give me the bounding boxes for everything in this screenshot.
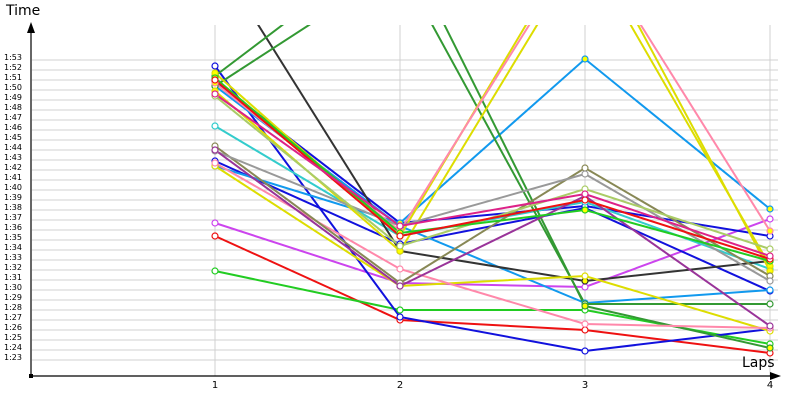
series-line-sky-blue-1	[214, 57, 771, 225]
series-line-dark-green-1	[214, 25, 770, 305]
data-point-marker[interactable]	[211, 122, 219, 130]
data-point-marker[interactable]	[581, 320, 589, 328]
x-tick-label: 3	[581, 380, 589, 391]
y-axis-arrow-icon	[27, 22, 35, 33]
x-axis-arrow-icon	[770, 372, 781, 380]
y-axis-title: Time	[6, 3, 41, 19]
data-point-marker[interactable]	[766, 300, 774, 308]
series-line-red-2	[214, 79, 771, 260]
y-tick-label: 1:49	[4, 93, 22, 102]
series-line-violet	[214, 218, 771, 289]
data-point-marker[interactable]	[581, 170, 589, 178]
series-line-purple	[214, 149, 771, 327]
data-point-marker[interactable]	[766, 277, 774, 285]
series-line-red	[214, 235, 771, 354]
y-tick-label: 1:31	[4, 273, 22, 282]
x-tick-label: 4	[766, 380, 774, 391]
x-tick-label: 1	[211, 380, 219, 391]
data-point-marker[interactable]	[581, 272, 589, 280]
series-line-yellow-2	[214, 165, 771, 332]
data-point-marker[interactable]	[211, 90, 219, 98]
data-point-marker[interactable]	[581, 302, 589, 310]
y-tick-label: 1:42	[4, 163, 22, 172]
data-point-marker[interactable]	[581, 196, 589, 204]
data-point-marker[interactable]	[581, 55, 589, 63]
data-point-marker[interactable]	[211, 62, 219, 70]
x-axis-title: Laps	[742, 355, 775, 371]
data-point-marker[interactable]	[396, 222, 404, 230]
series-lines	[211, 25, 774, 357]
data-point-marker[interactable]	[766, 215, 774, 223]
data-point-marker[interactable]	[211, 232, 219, 240]
y-tick-label: 1:27	[4, 313, 22, 322]
origin-marker	[29, 374, 33, 378]
data-point-marker[interactable]	[211, 146, 219, 154]
y-tick-label: 1:28	[4, 303, 22, 312]
data-point-marker[interactable]	[766, 245, 774, 253]
data-point-marker[interactable]	[581, 164, 589, 172]
y-tick-label: 1:32	[4, 263, 22, 272]
data-point-marker[interactable]	[766, 227, 774, 235]
y-tick-label: 1:34	[4, 243, 22, 252]
series-line-magenta	[214, 93, 771, 257]
x-tick-label: 2	[396, 380, 404, 391]
data-point-marker[interactable]	[581, 347, 589, 355]
y-tick-label: 1:25	[4, 333, 22, 342]
data-point-marker[interactable]	[581, 206, 589, 214]
y-tick-label: 1:53	[4, 53, 22, 62]
y-tick-label: 1:40	[4, 183, 22, 192]
data-point-marker[interactable]	[211, 267, 219, 275]
data-point-marker[interactable]	[396, 306, 404, 314]
y-tick-label: 1:44	[4, 143, 22, 152]
y-tick-label: 1:38	[4, 203, 22, 212]
y-tick-label: 1:23	[4, 353, 22, 362]
data-point-marker[interactable]	[396, 232, 404, 240]
series-line-blue-1	[214, 65, 771, 353]
y-tick-label: 1:36	[4, 223, 22, 232]
y-tick-label: 1:24	[4, 343, 22, 352]
y-tick-label: 1:43	[4, 153, 22, 162]
y-tick-label: 1:35	[4, 233, 22, 242]
data-point-marker[interactable]	[766, 252, 774, 260]
series-line-olive	[214, 145, 771, 285]
y-tick-label: 1:30	[4, 283, 22, 292]
data-point-marker[interactable]	[766, 322, 774, 330]
data-point-marker[interactable]	[766, 286, 774, 294]
y-tick-label: 1:48	[4, 103, 22, 112]
y-tick-label: 1:51	[4, 73, 22, 82]
data-point-marker[interactable]	[581, 190, 589, 198]
data-point-marker[interactable]	[211, 219, 219, 227]
data-point-marker[interactable]	[396, 242, 404, 250]
data-point-marker[interactable]	[766, 205, 774, 213]
y-tick-label: 1:47	[4, 113, 22, 122]
y-tick-label: 1:41	[4, 173, 22, 182]
data-point-marker[interactable]	[766, 344, 774, 352]
data-point-marker[interactable]	[396, 313, 404, 321]
y-tick-label: 1:33	[4, 253, 22, 262]
series-line-blue-3	[214, 80, 771, 237]
series-line-dark-gray	[257, 25, 771, 283]
data-point-marker[interactable]	[211, 76, 219, 84]
y-tick-label: 1:39	[4, 193, 22, 202]
data-point-marker[interactable]	[581, 326, 589, 334]
series-line-gray	[214, 150, 771, 282]
data-point-marker[interactable]	[211, 159, 219, 167]
y-tick-label: 1:52	[4, 63, 22, 72]
y-tick-label: 1:50	[4, 83, 22, 92]
y-tick-label: 1:46	[4, 123, 22, 132]
data-point-marker[interactable]	[581, 283, 589, 291]
y-tick-label: 1:26	[4, 323, 22, 332]
data-point-marker[interactable]	[396, 265, 404, 273]
data-point-marker[interactable]	[396, 282, 404, 290]
y-tick-label: 1:45	[4, 133, 22, 142]
series-line-pink-1	[214, 162, 771, 329]
y-tick-label: 1:37	[4, 213, 22, 222]
y-tick-label: 1:29	[4, 293, 22, 302]
series-line-green-2	[214, 77, 771, 262]
grid-lines	[32, 25, 778, 376]
